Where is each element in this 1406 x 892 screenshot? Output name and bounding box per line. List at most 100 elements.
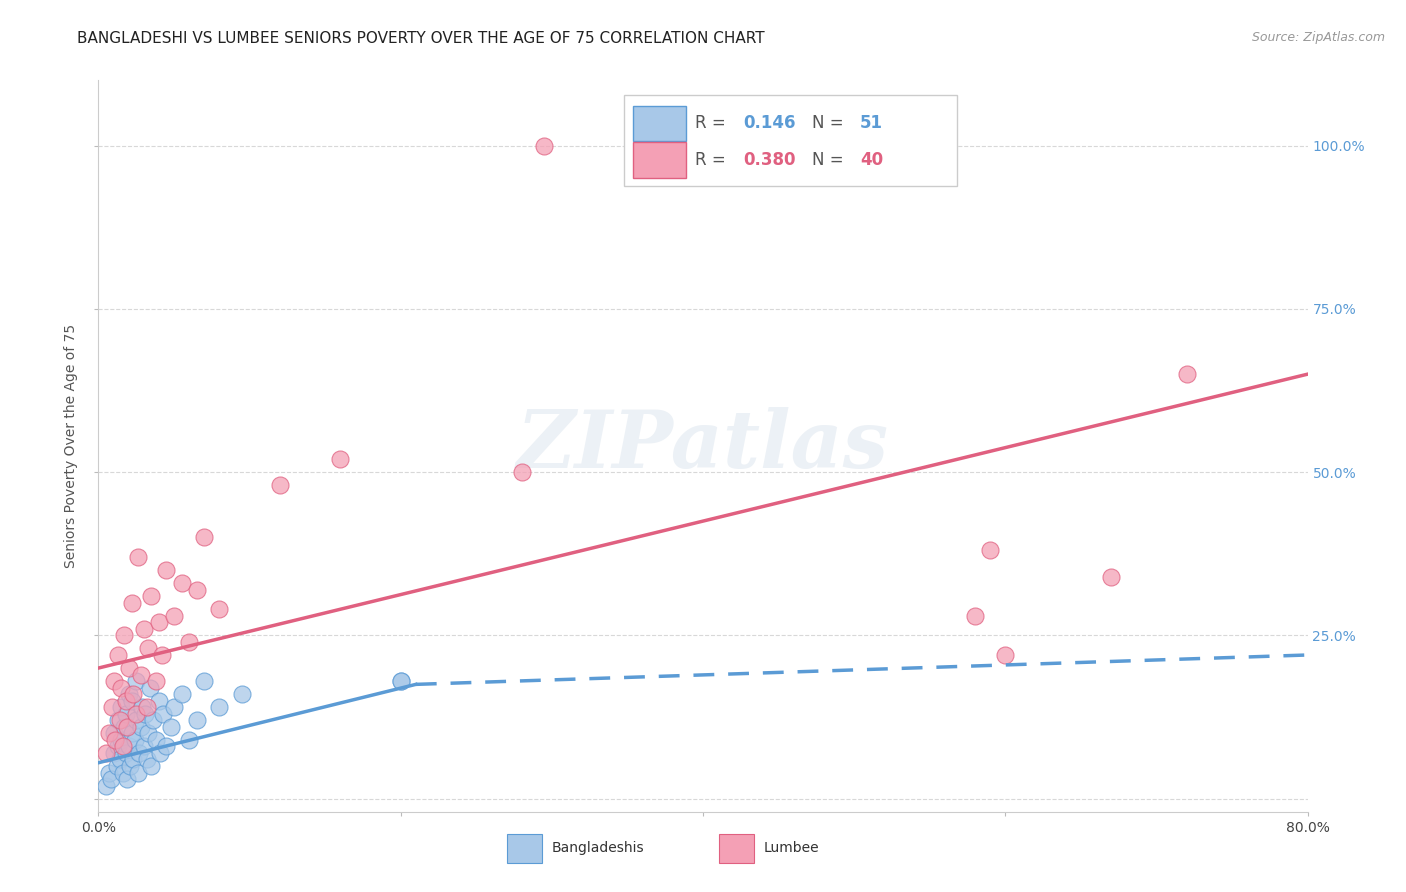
Point xyxy=(114,746,136,760)
Point xyxy=(122,752,145,766)
Point xyxy=(152,706,174,721)
Point xyxy=(105,759,128,773)
Point xyxy=(120,759,142,773)
Text: 40: 40 xyxy=(860,151,883,169)
Point xyxy=(108,752,131,766)
Text: BANGLADESHI VS LUMBEE SENIORS POVERTY OVER THE AGE OF 75 CORRELATION CHART: BANGLADESHI VS LUMBEE SENIORS POVERTY OV… xyxy=(77,31,765,46)
Text: R =: R = xyxy=(695,113,731,132)
Point xyxy=(110,700,132,714)
Point xyxy=(155,563,177,577)
Point xyxy=(128,746,150,760)
Point xyxy=(124,732,146,747)
FancyBboxPatch shape xyxy=(718,834,754,863)
Point xyxy=(231,687,253,701)
Point xyxy=(115,720,138,734)
Text: Lumbee: Lumbee xyxy=(763,841,820,855)
Point xyxy=(170,576,193,591)
Point xyxy=(121,726,143,740)
Point xyxy=(127,549,149,564)
Point xyxy=(121,694,143,708)
Point xyxy=(179,732,201,747)
Point xyxy=(114,706,136,721)
Point xyxy=(135,752,157,766)
Point xyxy=(139,681,162,695)
Point xyxy=(1099,569,1122,583)
Point xyxy=(111,739,134,754)
Point xyxy=(208,602,231,616)
Point xyxy=(100,772,122,786)
Point xyxy=(129,720,152,734)
FancyBboxPatch shape xyxy=(633,143,686,178)
Point xyxy=(110,732,132,747)
Point xyxy=(1175,367,1198,381)
Point xyxy=(118,661,141,675)
Text: N =: N = xyxy=(811,151,849,169)
Point xyxy=(94,746,117,760)
Point xyxy=(965,608,987,623)
Point xyxy=(132,739,155,754)
Point xyxy=(121,596,143,610)
Point xyxy=(170,687,193,701)
Point xyxy=(101,700,124,714)
Point xyxy=(94,779,117,793)
Point xyxy=(125,706,148,721)
Text: ZIPatlas: ZIPatlas xyxy=(517,408,889,484)
Text: 0.380: 0.380 xyxy=(742,151,796,169)
Text: 51: 51 xyxy=(860,113,883,132)
Point xyxy=(150,648,173,662)
Point xyxy=(114,694,136,708)
Text: Source: ZipAtlas.com: Source: ZipAtlas.com xyxy=(1251,31,1385,45)
Point xyxy=(104,732,127,747)
Point xyxy=(129,667,152,681)
Point xyxy=(155,739,177,754)
Point xyxy=(145,732,167,747)
Point xyxy=(163,700,186,714)
Point xyxy=(112,628,135,642)
Text: 0.146: 0.146 xyxy=(742,113,796,132)
Point xyxy=(136,641,159,656)
Point xyxy=(193,530,215,544)
Point xyxy=(103,746,125,760)
Point xyxy=(131,700,153,714)
Text: Bangladeshis: Bangladeshis xyxy=(551,841,644,855)
Point xyxy=(135,700,157,714)
Point xyxy=(136,726,159,740)
Point xyxy=(141,759,163,773)
Point xyxy=(979,543,1001,558)
FancyBboxPatch shape xyxy=(624,95,957,186)
Point xyxy=(122,687,145,701)
Point xyxy=(107,739,129,754)
Point xyxy=(186,582,208,597)
Point xyxy=(141,589,163,603)
FancyBboxPatch shape xyxy=(508,834,543,863)
Point xyxy=(118,687,141,701)
Text: N =: N = xyxy=(811,113,849,132)
Point xyxy=(148,615,170,630)
Point xyxy=(163,608,186,623)
Point xyxy=(108,714,131,728)
Point xyxy=(112,720,135,734)
Point xyxy=(269,478,291,492)
Point xyxy=(208,700,231,714)
Point xyxy=(103,726,125,740)
Point xyxy=(107,648,129,662)
Point xyxy=(103,674,125,689)
Point xyxy=(148,694,170,708)
Point xyxy=(389,674,412,689)
Point xyxy=(110,681,132,695)
Point xyxy=(111,765,134,780)
Point xyxy=(145,674,167,689)
Point xyxy=(98,765,121,780)
Point xyxy=(193,674,215,689)
Point xyxy=(389,674,412,689)
Point xyxy=(132,622,155,636)
Point xyxy=(142,714,165,728)
FancyBboxPatch shape xyxy=(633,106,686,141)
Point xyxy=(107,714,129,728)
Point xyxy=(127,765,149,780)
Point xyxy=(115,772,138,786)
Point xyxy=(510,465,533,479)
Text: R =: R = xyxy=(695,151,731,169)
Point xyxy=(994,648,1017,662)
Point xyxy=(186,714,208,728)
